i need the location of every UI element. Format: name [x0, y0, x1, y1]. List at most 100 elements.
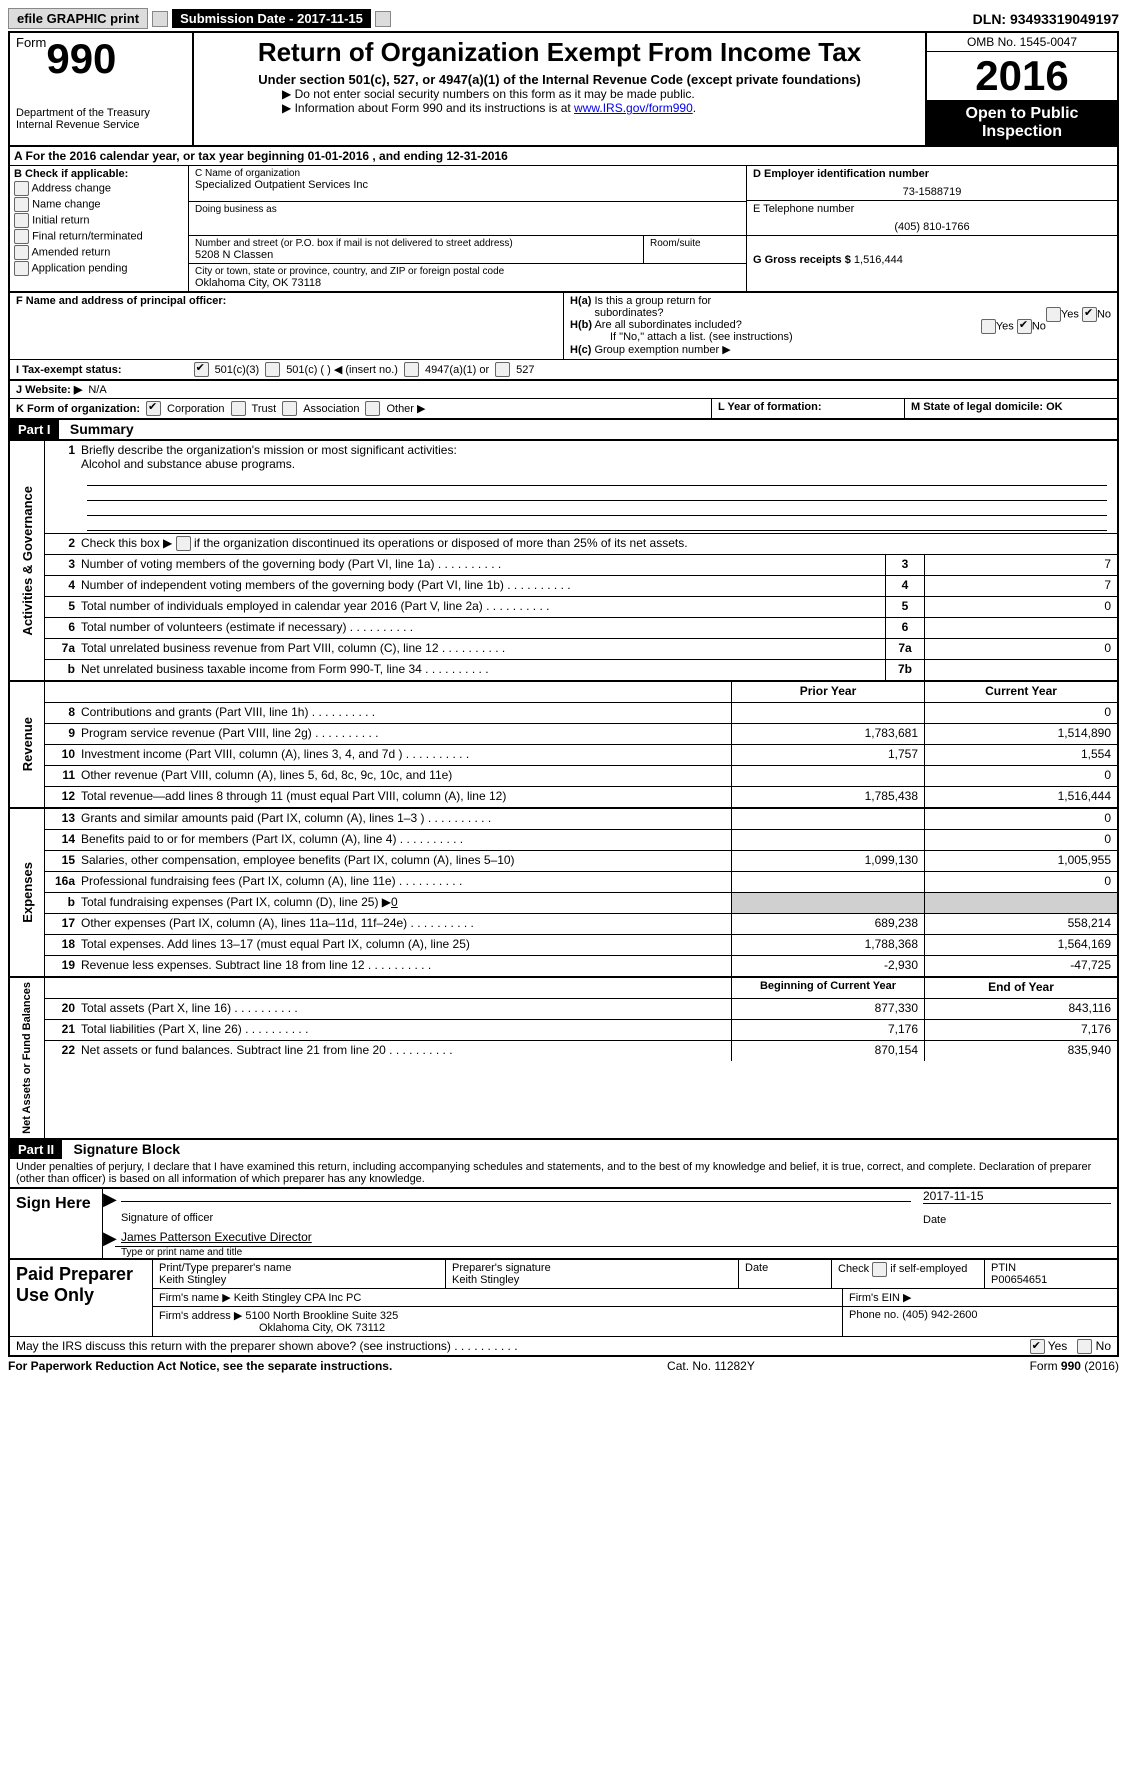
checkbox-name-change[interactable] [14, 197, 29, 212]
p12: 1,785,438 [731, 787, 924, 807]
tax-year: 2016 [927, 52, 1117, 101]
sign-here: Sign Here [10, 1189, 103, 1258]
q2: Check this box ▶ if the organization dis… [81, 536, 688, 550]
street-address: 5208 N Classen [195, 249, 637, 261]
section-f: F Name and address of principal officer: [10, 293, 563, 359]
k-assoc[interactable] [282, 401, 297, 416]
c16a: 0 [924, 872, 1117, 892]
k-corp[interactable] [146, 401, 161, 416]
v7a: 0 [924, 639, 1117, 659]
p11 [731, 766, 924, 786]
p19: -2,930 [731, 956, 924, 976]
firm-label: Firm's name ▶ [159, 1292, 231, 1304]
c20: 843,116 [924, 999, 1117, 1019]
checkbox-initial-return[interactable] [14, 213, 29, 228]
prep-check-label: Check if self-employed [838, 1263, 967, 1275]
form-word: Form [16, 35, 46, 50]
p22: 870,154 [731, 1041, 924, 1061]
p14 [731, 830, 924, 850]
r16a: Professional fundraising fees (Part IX, … [77, 872, 731, 892]
i-501c3[interactable] [194, 362, 209, 377]
ha-no[interactable] [1082, 307, 1097, 322]
side-netassets: Net Assets or Fund Balances [19, 978, 35, 1138]
q5: Total number of individuals employed in … [77, 597, 885, 617]
firm-city: Oklahoma City, OK 73112 [159, 1322, 385, 1334]
chevron-icon[interactable] [375, 11, 391, 27]
section-h: H(a) Is this a group return for subordin… [563, 293, 1117, 359]
p21: 7,176 [731, 1020, 924, 1040]
discuss-no[interactable] [1077, 1339, 1092, 1354]
r9: Program service revenue (Part VIII, line… [77, 724, 731, 744]
q6: Total number of volunteers (estimate if … [77, 618, 885, 638]
c15: 1,005,955 [924, 851, 1117, 871]
i-label: I Tax-exempt status: [16, 364, 122, 376]
sig-officer-label: Signature of officer [121, 1212, 213, 1224]
q2-check[interactable] [176, 536, 191, 551]
prep-sig: Keith Stingley [452, 1274, 732, 1286]
c12: 1,516,444 [924, 787, 1117, 807]
cat-number: Cat. No. 11282Y [667, 1359, 755, 1373]
firm-phone: Phone no. (405) 942-2600 [849, 1309, 977, 1321]
prep-sig-label: Preparer's signature [452, 1262, 732, 1274]
part2-header: Part II [10, 1140, 62, 1159]
checkbox-amended[interactable] [14, 245, 29, 260]
open-to-public: Open to Public Inspection [927, 101, 1117, 145]
side-activities: Activities & Governance [18, 482, 37, 640]
k-other[interactable] [365, 401, 380, 416]
k-trust[interactable] [231, 401, 246, 416]
f-label: F Name and address of principal officer: [16, 295, 226, 307]
c17: 558,214 [924, 914, 1117, 934]
discuss-yes[interactable] [1030, 1339, 1045, 1354]
section-a: A For the 2016 calendar year, or tax yea… [10, 147, 1117, 166]
prep-name-label: Print/Type preparer's name [159, 1262, 439, 1274]
v5: 0 [924, 597, 1117, 617]
fein-label: Firm's EIN ▶ [849, 1292, 912, 1304]
hb-no[interactable] [1017, 319, 1032, 334]
i-4947[interactable] [404, 362, 419, 377]
page-footer: For Paperwork Reduction Act Notice, see … [8, 1357, 1119, 1373]
perjury-statement: Under penalties of perjury, I declare th… [10, 1159, 1117, 1187]
addr-label: Number and street (or P.O. box if mail i… [195, 238, 637, 249]
p15: 1,099,130 [731, 851, 924, 871]
efile-button[interactable]: efile GRAPHIC print [8, 8, 148, 29]
p20: 877,330 [731, 999, 924, 1019]
k-label: K Form of organization: [16, 403, 140, 415]
r21: Total liabilities (Part X, line 26) [77, 1020, 731, 1040]
r15: Salaries, other compensation, employee b… [77, 851, 731, 871]
c22: 835,940 [924, 1041, 1117, 1061]
dba-label: Doing business as [195, 204, 740, 215]
form-header: Form990 Department of the Treasury Inter… [10, 33, 1117, 147]
hb-yes[interactable] [981, 319, 996, 334]
side-expenses: Expenses [18, 858, 37, 927]
chevron-icon[interactable] [152, 11, 168, 27]
dept-label: Department of the Treasury [16, 107, 186, 119]
checkbox-final-return[interactable] [14, 229, 29, 244]
arrow-icon: ▶ [103, 1189, 115, 1228]
p9: 1,783,681 [731, 724, 924, 744]
r18: Total expenses. Add lines 13–17 (must eq… [77, 935, 731, 955]
section-c: C Name of organizationSpecialized Outpat… [189, 166, 746, 291]
ha-yes[interactable] [1046, 307, 1061, 322]
checkbox-address-change[interactable] [14, 181, 29, 196]
p17: 689,238 [731, 914, 924, 934]
self-employed-check[interactable] [872, 1262, 887, 1277]
q7a: Total unrelated business revenue from Pa… [77, 639, 885, 659]
top-toolbar: efile GRAPHIC print Submission Date - 20… [8, 8, 1119, 29]
r8: Contributions and grants (Part VIII, lin… [77, 703, 731, 723]
section-b: B Check if applicable: Address change Na… [10, 166, 189, 291]
c19: -47,725 [924, 956, 1117, 976]
l-label: L Year of formation: [718, 401, 822, 413]
c10: 1,554 [924, 745, 1117, 765]
eoy-hdr: End of Year [924, 978, 1117, 998]
prep-name: Keith Stingley [159, 1274, 439, 1286]
current-year-hdr: Current Year [924, 682, 1117, 702]
r14: Benefits paid to or for members (Part IX… [77, 830, 731, 850]
i-501c[interactable] [265, 362, 280, 377]
checkbox-pending[interactable] [14, 261, 29, 276]
boc-hdr: Beginning of Current Year [731, 978, 924, 998]
date-label: Date [923, 1214, 946, 1226]
ein-label: D Employer identification number [753, 168, 1111, 180]
i-527[interactable] [495, 362, 510, 377]
dln-label: DLN: 93493319049197 [973, 11, 1119, 27]
irs-link[interactable]: www.IRS.gov/form990 [574, 101, 693, 115]
